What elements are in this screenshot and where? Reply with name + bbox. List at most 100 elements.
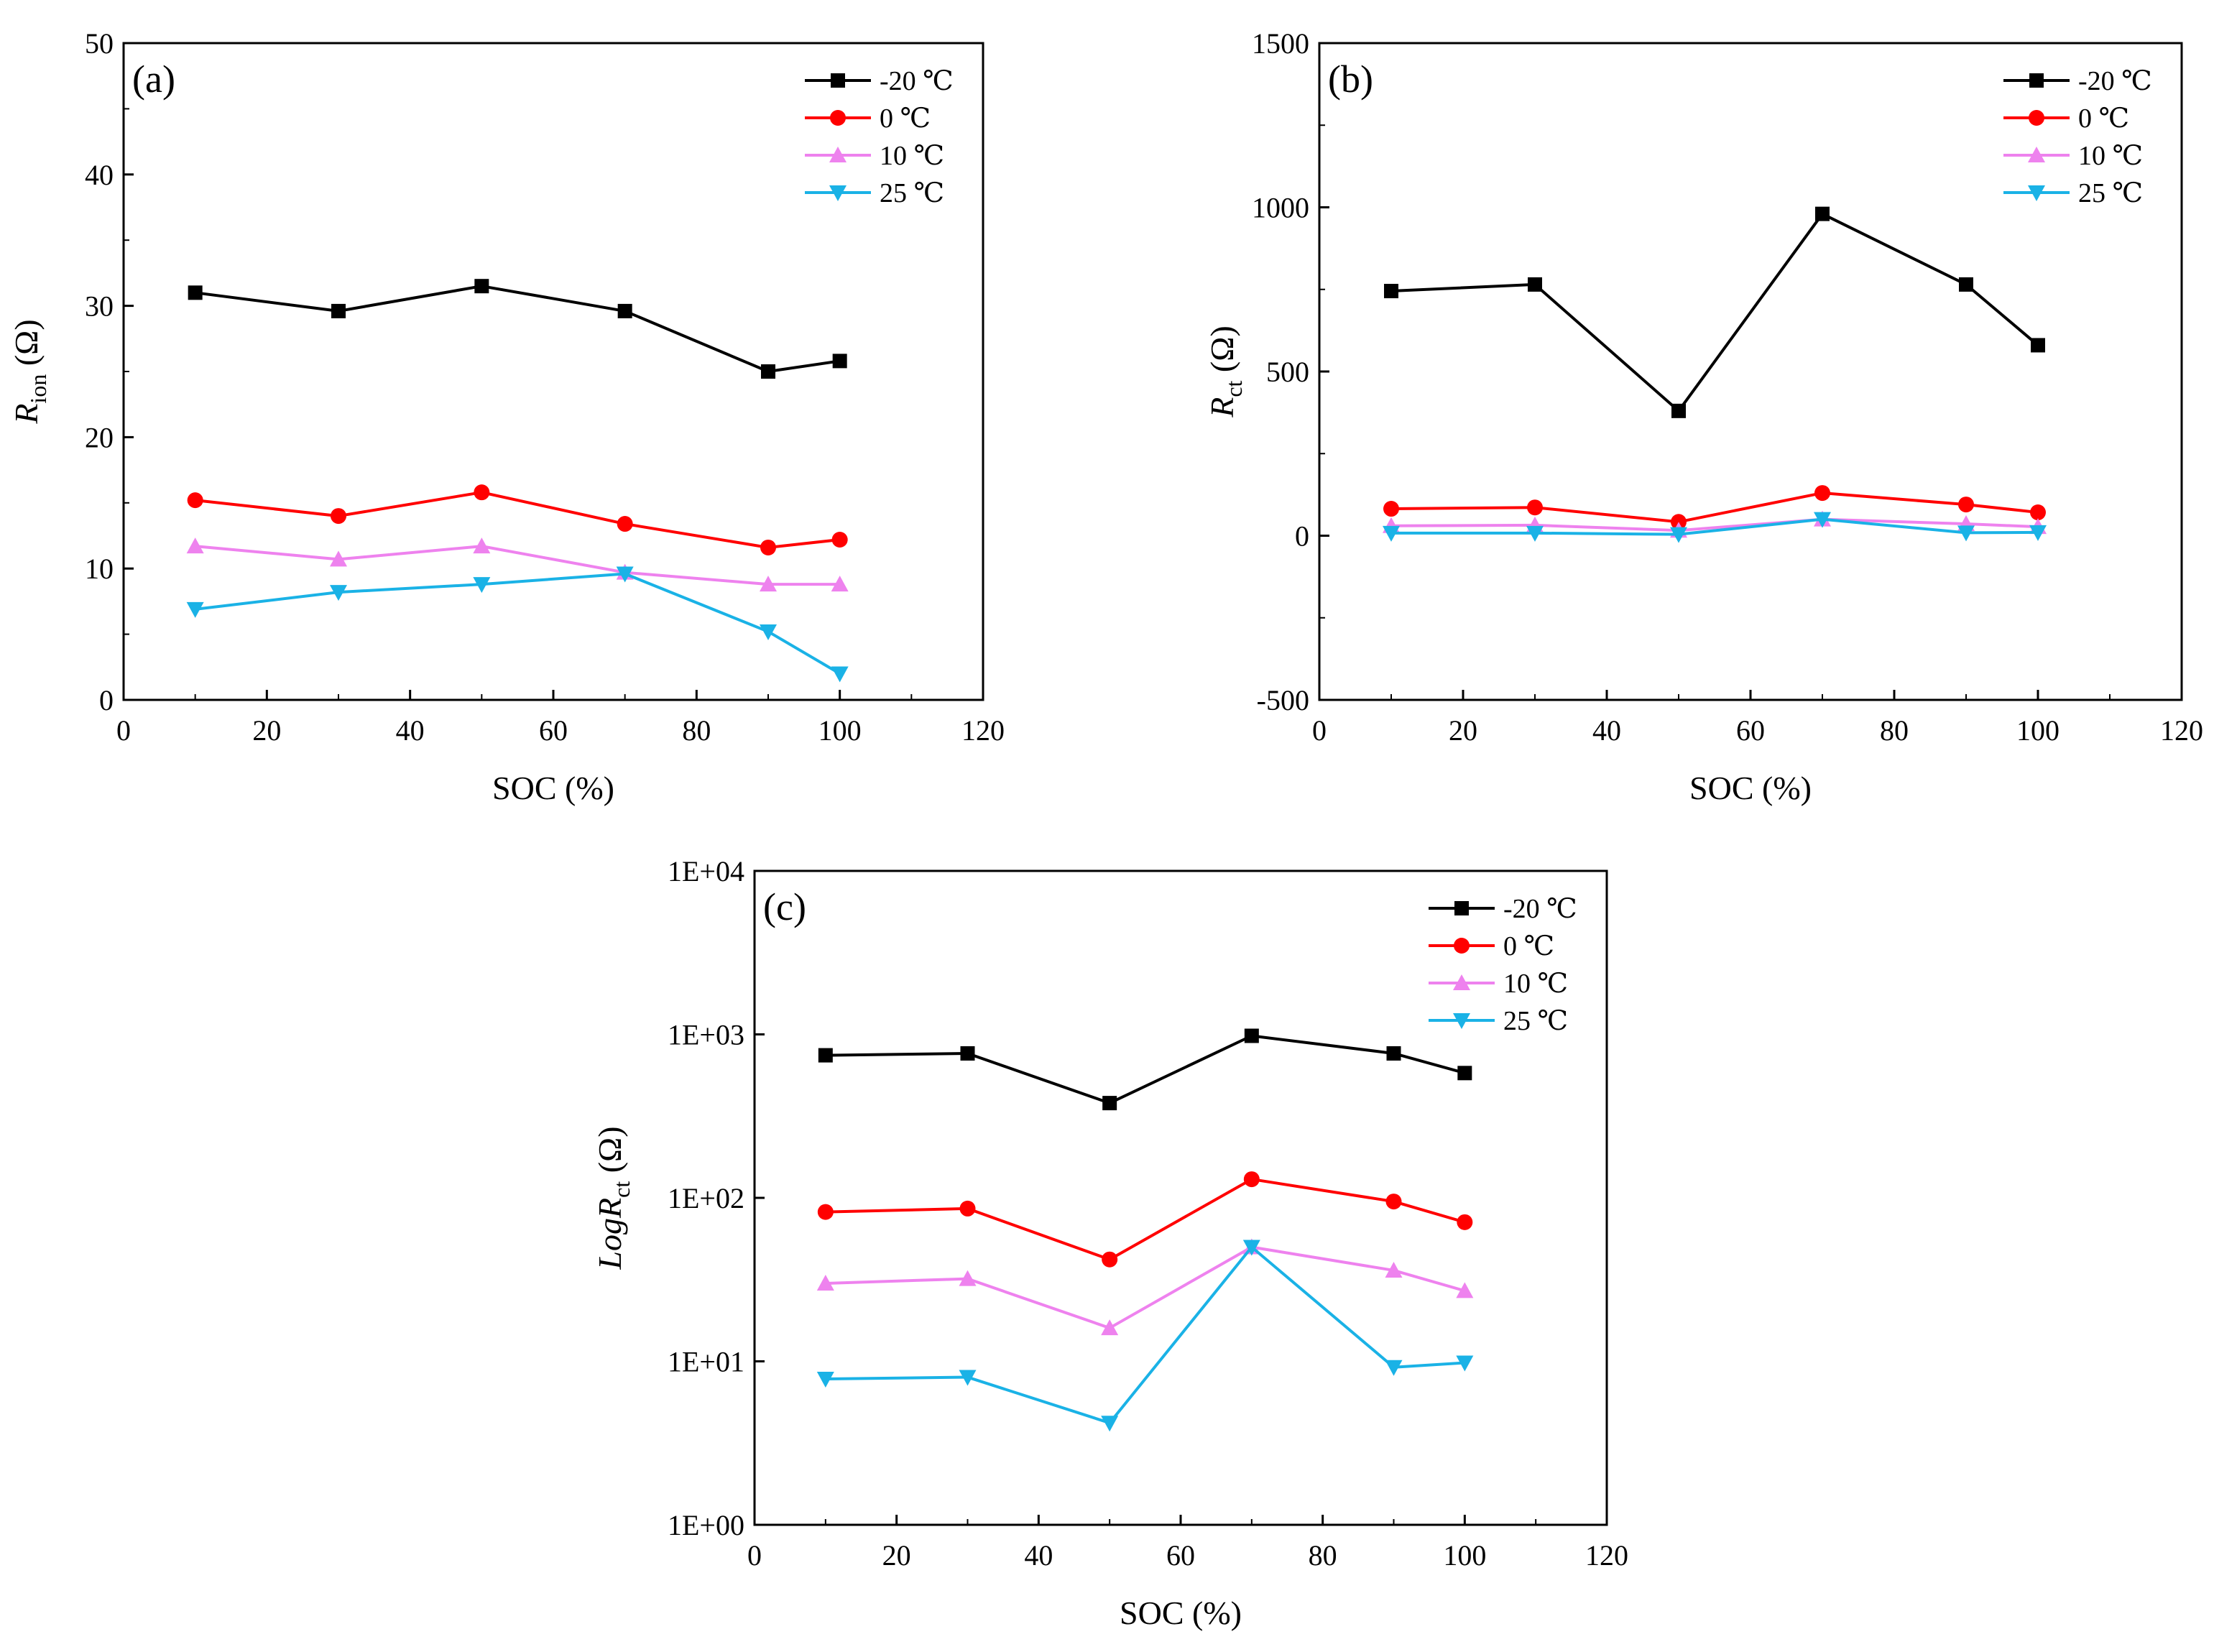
legend-marker — [829, 147, 847, 162]
data-point — [1456, 1355, 1474, 1372]
data-point — [816, 1274, 834, 1291]
series-line-3 — [1391, 517, 2039, 536]
data-point — [1456, 1282, 1474, 1298]
x-tick-label: 120 — [961, 714, 1005, 747]
series-line-0 — [195, 285, 840, 373]
data-point — [832, 354, 847, 369]
legend-label: 10 ℃ — [2078, 141, 2143, 171]
x-tick-label: 60 — [539, 714, 568, 747]
plot-frame — [753, 869, 1608, 1526]
legend-label: -20 ℃ — [1503, 894, 1577, 924]
data-point — [1384, 284, 1398, 299]
series-line-3 — [195, 572, 841, 675]
data-point — [1385, 1194, 1402, 1210]
data-point — [761, 364, 775, 379]
data-point — [330, 550, 347, 567]
data-point — [1957, 525, 1975, 542]
legend-marker — [1454, 938, 1470, 954]
data-point — [617, 303, 632, 318]
y-tick-label: 1000 — [1252, 192, 1309, 224]
y-axis-title-unit: (Ω) — [8, 319, 45, 374]
legend-label: 10 ℃ — [880, 141, 944, 171]
series-line-0 — [1390, 212, 2039, 412]
data-point — [474, 279, 489, 294]
data-point — [331, 508, 346, 525]
y-tick-label: 1E+02 — [668, 1182, 744, 1214]
data-point — [831, 666, 849, 683]
x-tick-label: 0 — [116, 714, 131, 747]
data-point — [2031, 338, 2045, 353]
y-axis-title-subscript: ion — [25, 374, 51, 404]
y-axis-title-subscript: ct — [1221, 380, 1247, 397]
data-point — [1528, 277, 1542, 292]
data-point — [960, 1046, 975, 1061]
data-point — [1242, 1240, 1260, 1256]
y-tick-label: 10 — [85, 553, 114, 585]
data-point — [760, 576, 777, 592]
legend-label: -20 ℃ — [2078, 66, 2152, 96]
panel-label: (c) — [763, 885, 806, 928]
data-point — [2029, 525, 2047, 541]
x-tick-label: 120 — [2160, 714, 2203, 747]
y-axis-title-symbol: R — [591, 1198, 628, 1219]
legend-label: 0 ℃ — [1503, 931, 1554, 961]
data-point — [1102, 1096, 1117, 1111]
data-point — [1386, 1046, 1401, 1061]
x-tick-label: 80 — [1309, 1539, 1337, 1572]
data-point — [831, 576, 849, 592]
y-tick-label: 40 — [85, 159, 114, 191]
data-point — [816, 1372, 834, 1388]
legend-label: 0 ℃ — [880, 103, 931, 134]
x-tick-label: 0 — [747, 1539, 762, 1572]
x-tick-label: 40 — [396, 714, 425, 747]
panel-label: (b) — [1328, 57, 1373, 101]
legend-marker — [2028, 185, 2045, 201]
series-line-1 — [1390, 492, 2039, 524]
y-tick-label: 1500 — [1252, 27, 1309, 60]
data-point — [1385, 1360, 1403, 1376]
panel-c-chart: 0 20 40 60 80 100 120 1E+00 1E+01 1E+02 1E+03 1E+04… — [591, 855, 1628, 1631]
y-tick-label: 1E+03 — [668, 1019, 744, 1051]
data-point — [1958, 497, 1974, 513]
data-point — [1383, 501, 1399, 517]
data-point — [1383, 525, 1400, 542]
y-axis-title-prefix: Log — [591, 1218, 628, 1270]
data-point — [1457, 1214, 1473, 1230]
data-point — [1527, 499, 1543, 516]
y-tick-label: 1E+00 — [668, 1509, 744, 1541]
data-point — [760, 539, 776, 555]
x-axis-title: SOC (%) — [492, 770, 614, 806]
y-tick-label: -500 — [1257, 684, 1309, 716]
y-tick-label: 500 — [1266, 356, 1309, 388]
series-line-2 — [825, 1245, 1465, 1330]
y-axis-title-subscript: ct — [609, 1181, 635, 1198]
data-point — [1101, 1319, 1119, 1336]
data-point — [1101, 1416, 1119, 1432]
y-axis-title: Rion (Ω) — [8, 319, 51, 424]
data-point — [1385, 1261, 1403, 1278]
series-line-2 — [195, 545, 840, 586]
x-tick-label: 80 — [682, 714, 711, 747]
data-point — [473, 537, 491, 554]
x-tick-label: 40 — [1592, 714, 1621, 747]
series-line-2 — [1390, 517, 2039, 532]
x-tick-label: 0 — [1312, 714, 1327, 747]
x-tick-label: 100 — [1443, 1539, 1486, 1572]
data-point — [959, 1370, 977, 1386]
data-point — [2030, 504, 2046, 521]
y-tick-label: 1E+01 — [668, 1346, 744, 1378]
data-point — [330, 585, 347, 601]
data-point — [473, 577, 491, 594]
x-tick-label: 20 — [1449, 714, 1477, 747]
y-tick-label: 1E+04 — [668, 855, 744, 887]
data-point — [1671, 403, 1686, 418]
data-point — [1526, 525, 1544, 542]
data-point — [817, 1204, 834, 1220]
data-point — [1102, 1251, 1118, 1268]
legend-marker — [2029, 110, 2044, 126]
x-tick-label: 20 — [882, 1539, 911, 1572]
legend-marker — [1453, 974, 1470, 990]
legend-marker — [1454, 901, 1469, 915]
data-point — [1457, 1066, 1472, 1081]
